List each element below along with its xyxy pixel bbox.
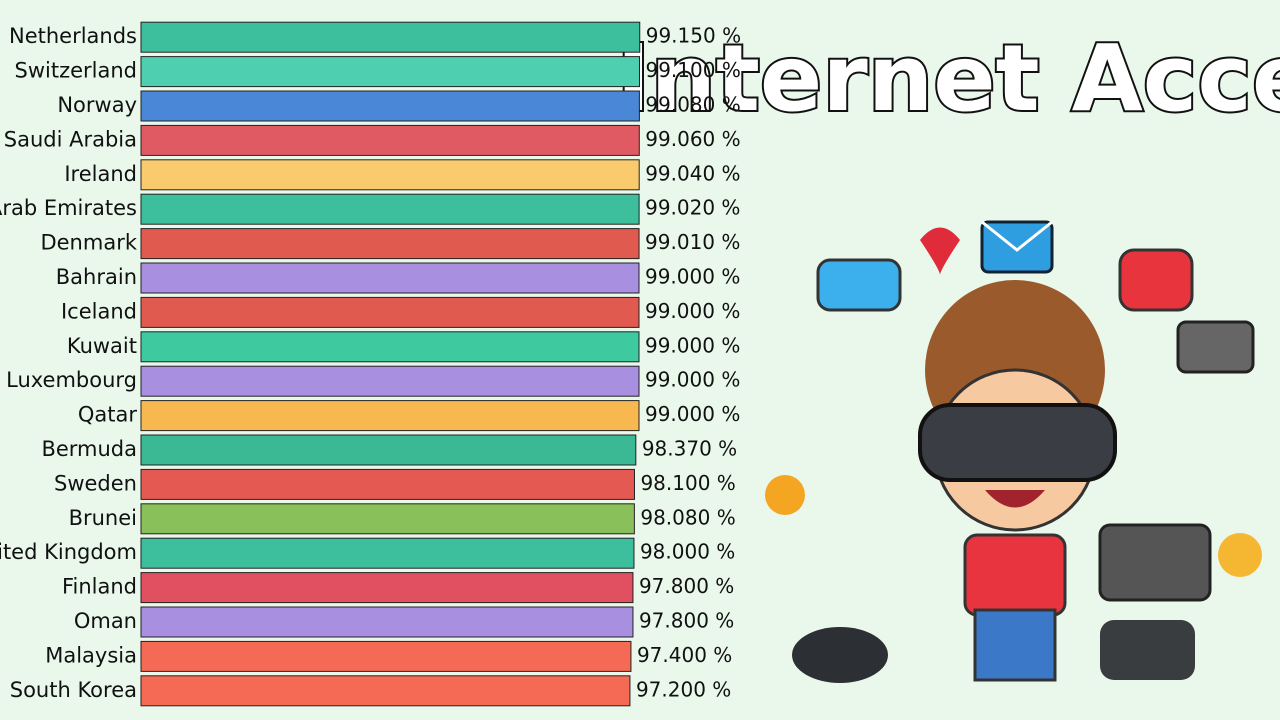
illustration <box>765 220 1262 683</box>
category-label: Iceland <box>61 299 137 323</box>
category-label: Ireland <box>64 162 137 186</box>
category-label: United Arab Emirates <box>0 196 137 220</box>
value-label: 98.000 % <box>640 540 735 564</box>
bulb-icon <box>765 475 805 515</box>
bar <box>140 675 631 707</box>
category-label: Brunei <box>69 506 137 530</box>
value-label: 99.010 % <box>645 230 740 254</box>
value-label: 98.100 % <box>640 471 735 495</box>
bar <box>140 400 640 432</box>
category-label: Sweden <box>54 471 137 495</box>
heart-icon <box>920 227 960 275</box>
bar <box>140 434 637 466</box>
monitor-icon <box>1098 523 1212 602</box>
chart-title: Internet Access <box>616 25 1280 132</box>
category-label: Netherlands <box>9 24 137 48</box>
value-label: 99.000 % <box>645 402 740 426</box>
bar <box>140 537 635 569</box>
value-label: 99.020 % <box>645 196 740 220</box>
category-label: Bahrain <box>56 265 137 289</box>
value-label: 99.040 % <box>645 161 740 185</box>
chat-icon <box>816 258 902 312</box>
bar <box>140 572 634 604</box>
category-label: Switzerland <box>15 59 138 83</box>
category-label: Norway <box>57 93 137 117</box>
bar <box>140 606 634 638</box>
category-label: United Kingdom <box>0 540 137 564</box>
value-label: 99.100 % <box>645 58 740 82</box>
bar <box>140 124 640 156</box>
bar <box>140 193 640 225</box>
category-label: Oman <box>74 609 137 633</box>
bar <box>140 296 640 328</box>
bar <box>140 159 640 191</box>
value-label: 99.000 % <box>645 299 740 323</box>
chat-icon <box>1118 248 1194 312</box>
category-label: Qatar <box>78 403 138 427</box>
gamepad-icon <box>792 627 888 683</box>
shirt <box>963 533 1067 617</box>
value-label: 97.200 % <box>636 677 731 701</box>
bar <box>140 21 641 53</box>
bar <box>140 262 640 294</box>
category-label: Denmark <box>40 231 137 255</box>
value-label: 98.080 % <box>640 505 735 529</box>
value-label: 99.150 % <box>646 24 741 48</box>
bar <box>140 468 635 500</box>
camera-icon <box>1176 320 1255 374</box>
console-icon <box>1100 620 1195 680</box>
bar <box>140 331 640 363</box>
value-label: 99.000 % <box>645 368 740 392</box>
bar <box>140 503 635 535</box>
category-label: Malaysia <box>45 643 137 667</box>
category-label: Luxembourg <box>6 368 137 392</box>
value-label: 99.000 % <box>645 265 740 289</box>
bar <box>140 56 640 88</box>
value-label: 98.370 % <box>642 437 737 461</box>
category-label: Finland <box>62 575 137 599</box>
category-label: Kuwait <box>67 334 137 358</box>
category-label: Bermuda <box>41 437 137 461</box>
value-label: 97.800 % <box>639 574 734 598</box>
bar <box>140 228 640 260</box>
mail-flap <box>981 220 1053 252</box>
vr-headset <box>918 403 1117 482</box>
category-label: Saudi Arabia <box>4 127 137 151</box>
bar <box>140 365 640 397</box>
value-label: 97.800 % <box>639 609 734 633</box>
jeans <box>973 608 1057 682</box>
value-label: 99.000 % <box>645 333 740 357</box>
bar <box>140 90 640 122</box>
value-label: 99.080 % <box>645 93 740 117</box>
value-label: 99.060 % <box>645 127 740 151</box>
bar <box>140 640 632 672</box>
value-label: 97.400 % <box>637 643 732 667</box>
category-label: South Korea <box>10 678 137 702</box>
emoji-icon <box>1218 533 1262 577</box>
mouth <box>985 490 1045 508</box>
